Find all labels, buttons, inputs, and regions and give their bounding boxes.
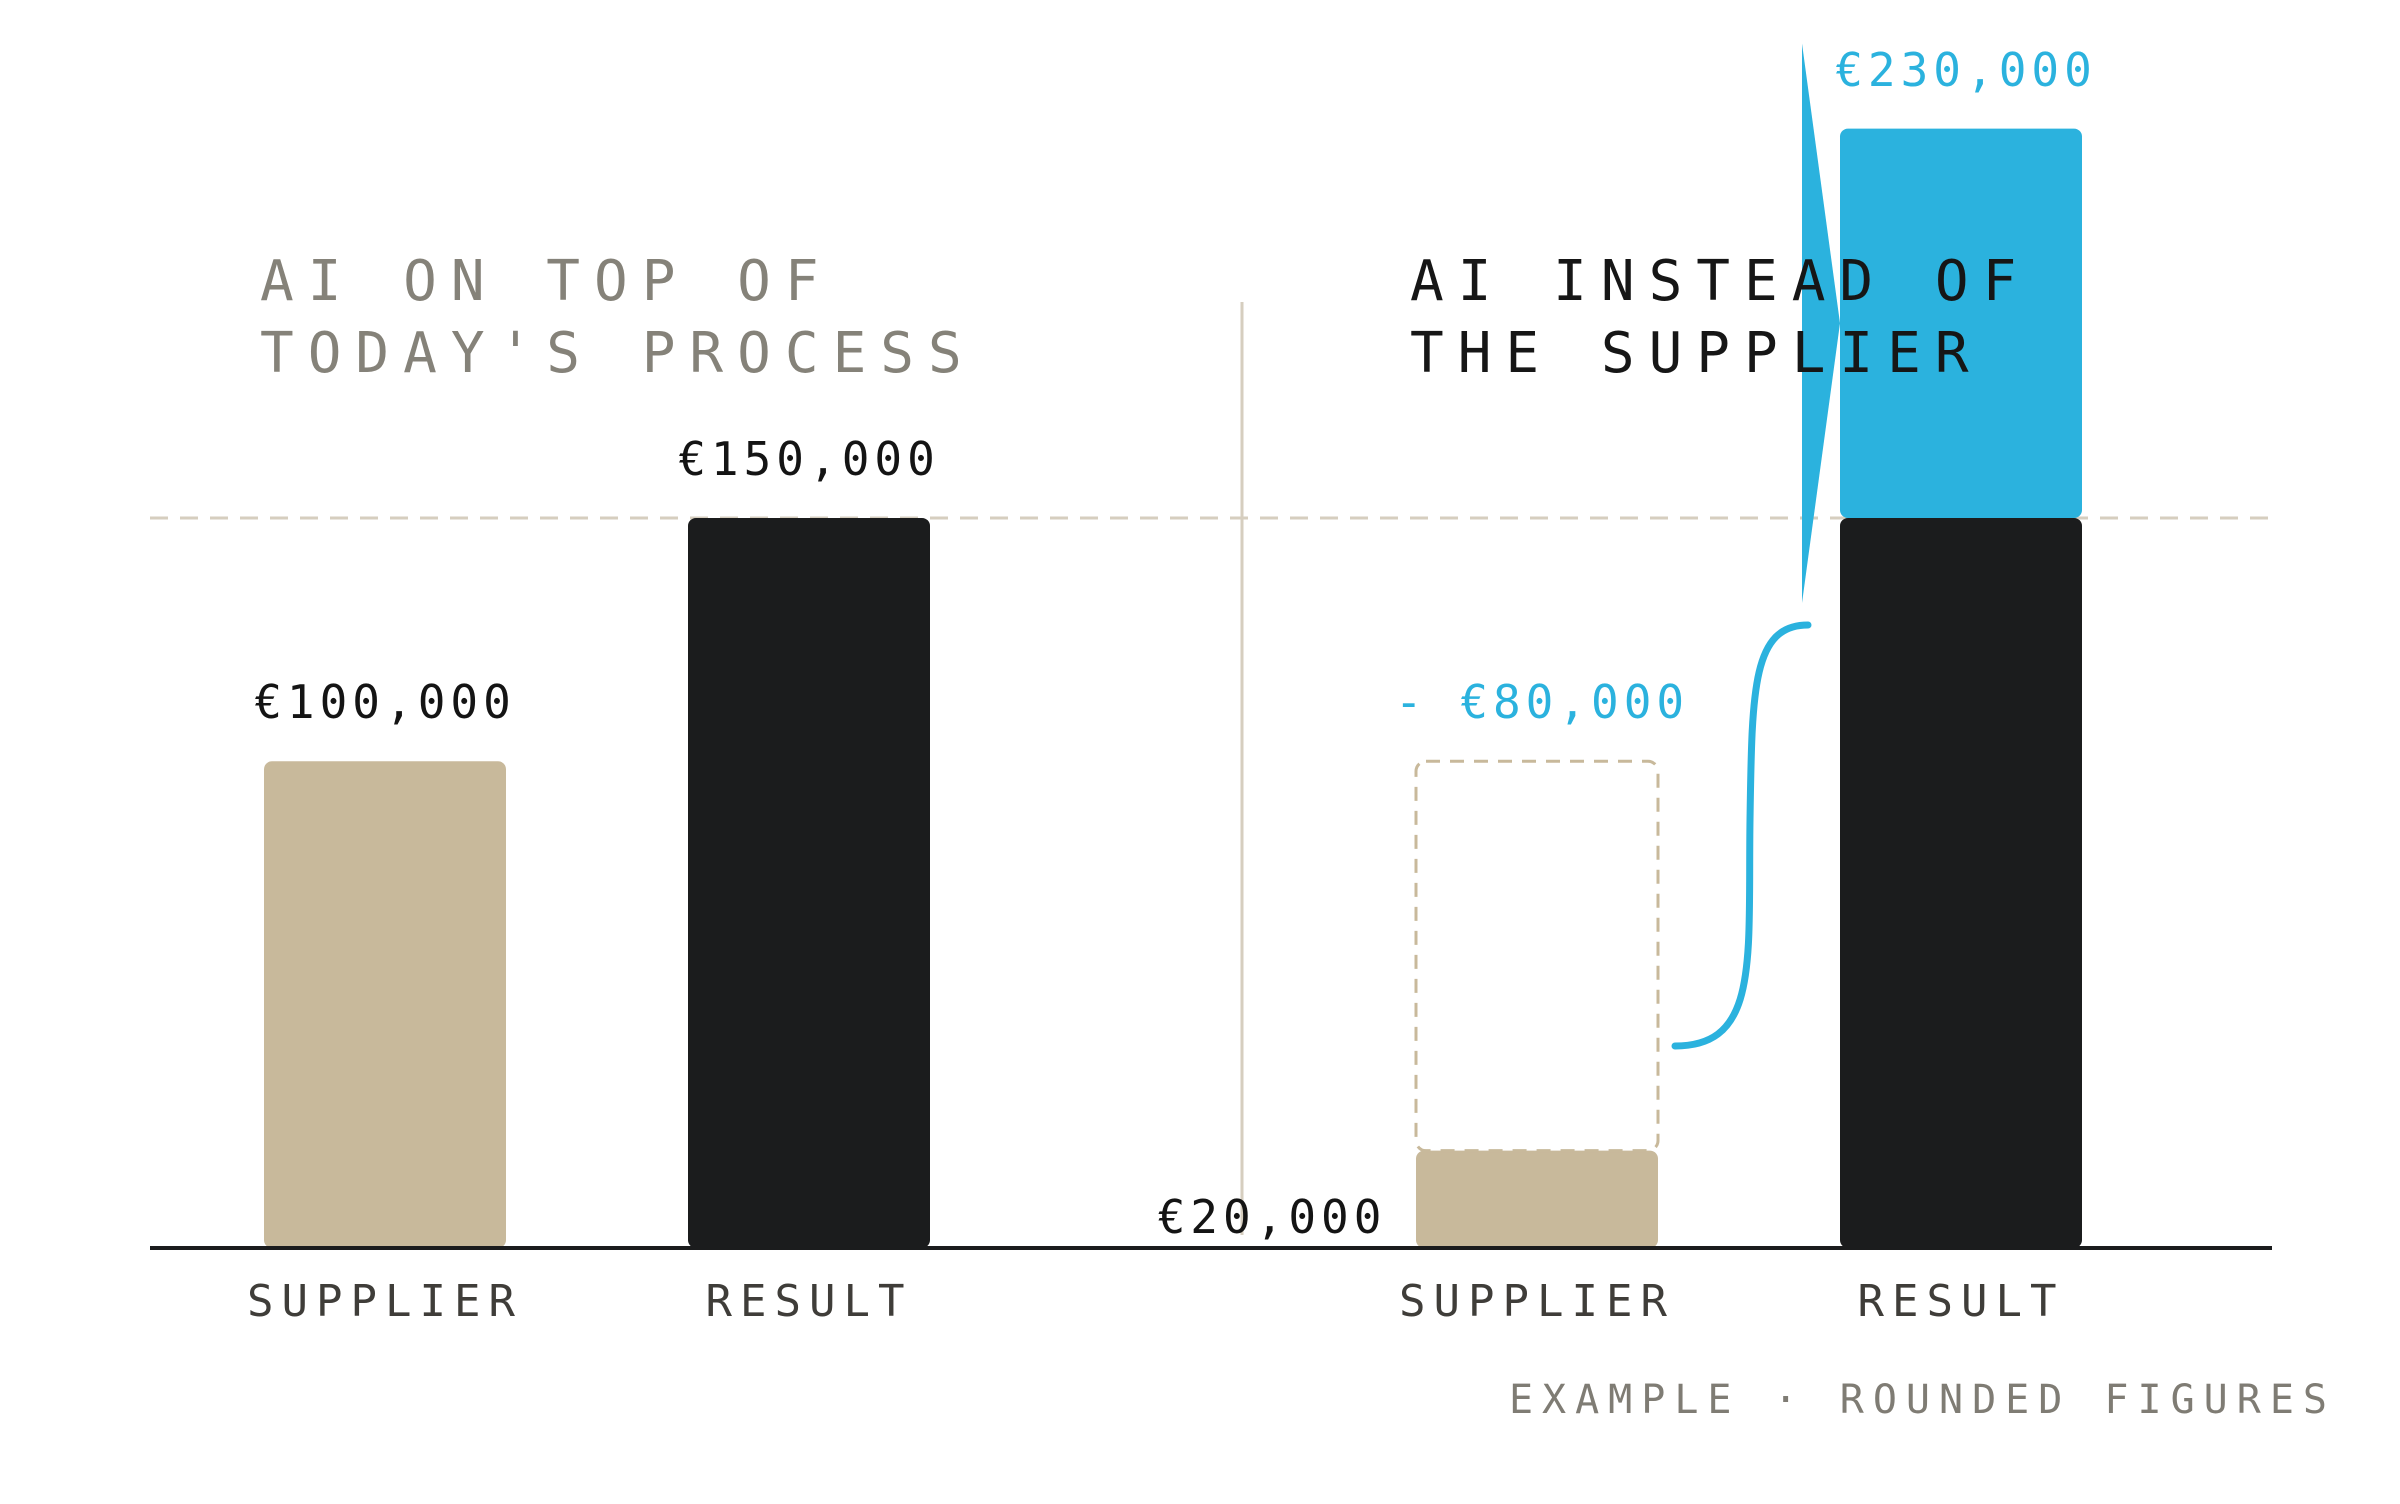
right-supplier-value-label: €20,000 [1157,1190,1387,1244]
left-supplier-bar [264,761,506,1248]
right-supplier-category-label: SUPPLIER [1399,1276,1675,1327]
right-result-value-label: €230,000 [1835,42,2097,97]
right-result-bar [1840,517,2082,1248]
left-supplier-category-label: SUPPLIER [247,1276,523,1327]
transfer-arrow [1671,621,1812,1050]
left-result-value-label: €150,000 [678,431,940,486]
removed-cost-outline [1414,759,1660,1153]
left-result-category-label: RESULT [705,1276,913,1327]
footnote: EXAMPLE · ROUNDED FIGURES [1508,1377,2336,1423]
left-result-bar [688,517,930,1248]
transfer-arrowhead [1802,43,1840,604]
right-gain-bar [1840,128,2082,518]
left-supplier-value-label: €100,000 [254,675,516,730]
right-panel-title: AI INSTEAD OF THE SUPPLIER [1410,249,2031,386]
right-removed-cost-label: - €80,000 [1394,675,1690,730]
left-panel-title: AI ON TOP OF TODAY'S PROCESS [260,249,976,386]
right-supplier-bar [1416,1150,1658,1248]
right-result-category-label: RESULT [1857,1276,2065,1327]
